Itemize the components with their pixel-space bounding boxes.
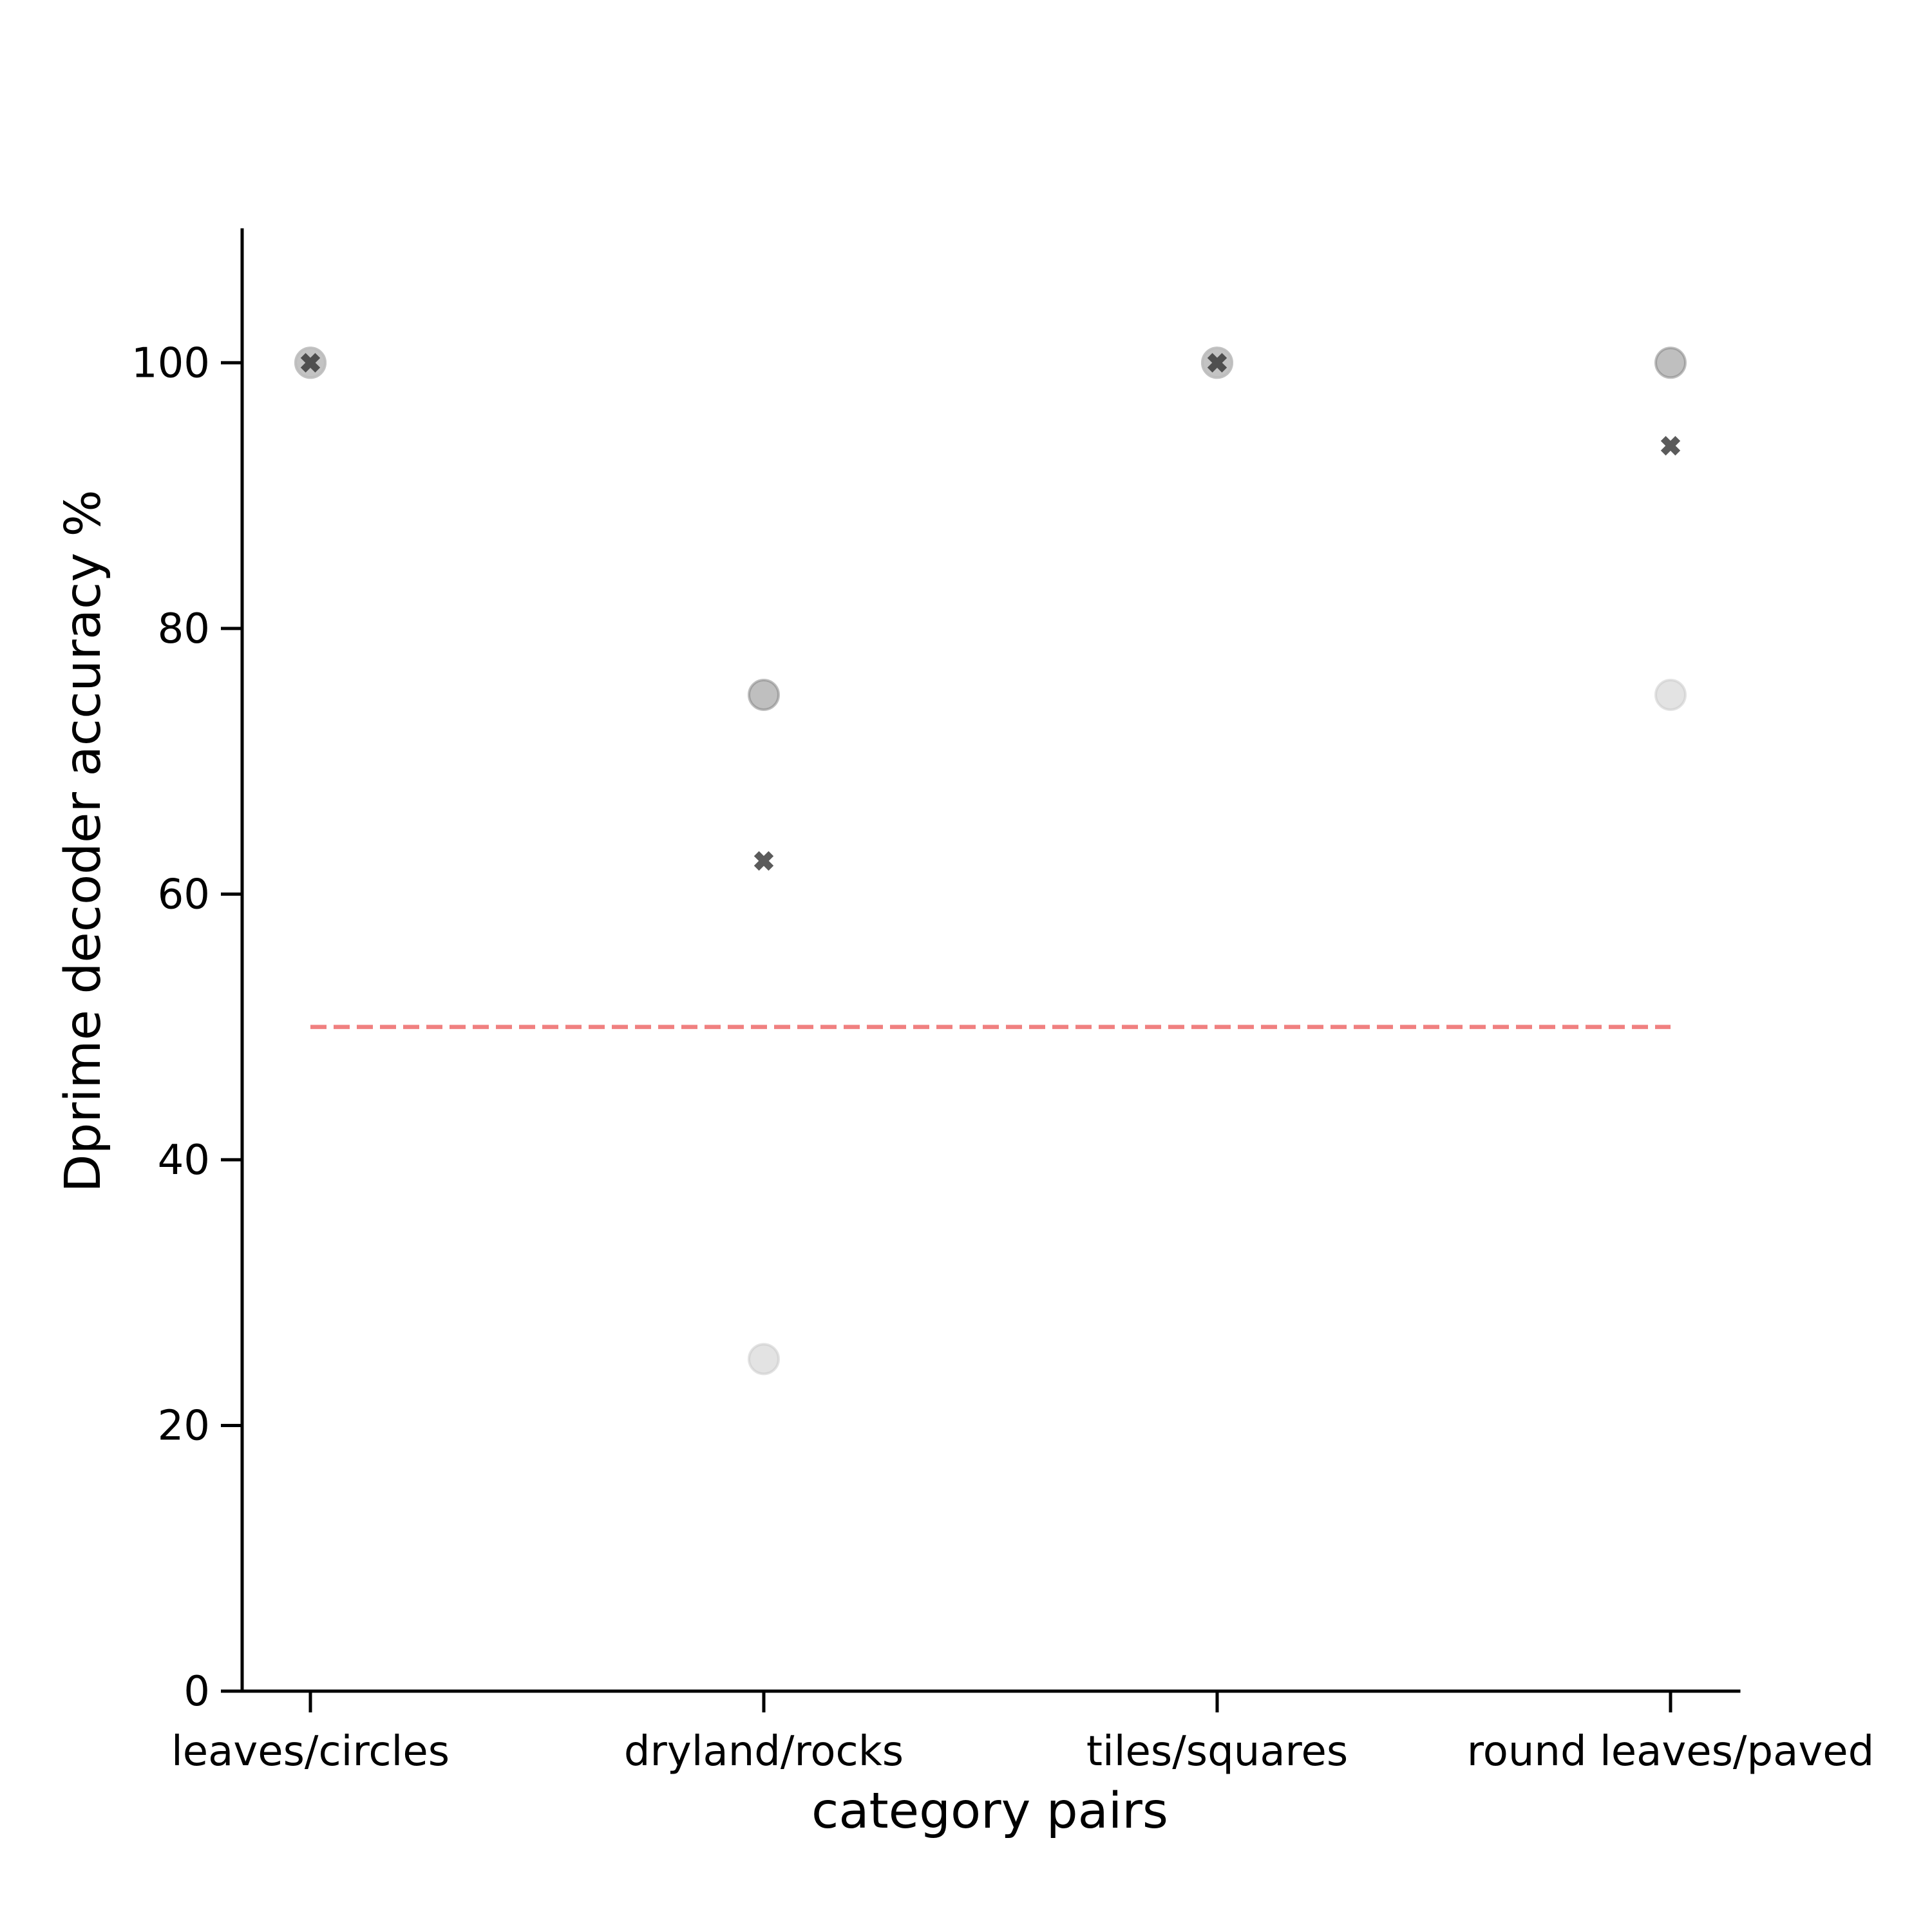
y-tick-label: 40: [158, 1137, 210, 1184]
y-tick-label: 60: [158, 871, 210, 918]
x-tick-label: tiles/squares: [1086, 1728, 1348, 1776]
y-tick-label: 100: [131, 339, 210, 387]
marks-layer: [294, 346, 1687, 1376]
data-point-x: [1660, 435, 1681, 456]
data-point-x: [753, 851, 774, 871]
data-point-circle: [1654, 678, 1687, 711]
data-point-x: [1207, 353, 1227, 373]
x-marker-bar: [753, 851, 774, 871]
x-marker-bar: [1660, 435, 1681, 456]
x-axis-label: category pairs: [811, 1783, 1168, 1840]
data-point-x: [300, 353, 321, 373]
x-marker-bar: [1207, 353, 1227, 373]
data-point-circle: [1654, 346, 1687, 379]
data-point-circle: [748, 678, 780, 711]
y-axis-label: Dprime decoder accuracy %: [55, 489, 112, 1192]
x-tick-label: dryland/rocks: [624, 1728, 904, 1776]
data-point-circle: [748, 1343, 780, 1376]
axes-layer: 0 20 40 60 80 100 leaves/circles dryland/rocks t…: [131, 228, 1874, 1776]
y-tick-label: 20: [158, 1402, 210, 1450]
y-tick-label: 80: [158, 605, 210, 653]
x-tick-label: round leaves/paved: [1467, 1728, 1874, 1776]
x-tick-label: leaves/circles: [171, 1728, 450, 1776]
x-marker-bar: [300, 353, 321, 373]
y-tick-label: 0: [184, 1668, 210, 1716]
